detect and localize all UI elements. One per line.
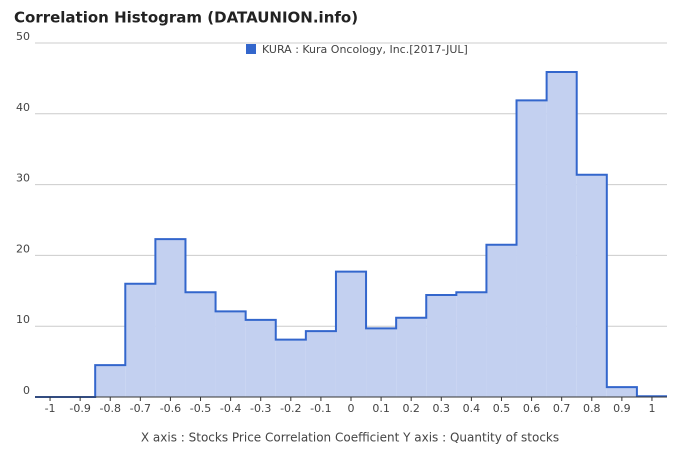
y-tick-label: 20 bbox=[16, 242, 30, 255]
bar bbox=[305, 331, 336, 397]
bar bbox=[456, 292, 487, 397]
x-tick-label: 0.2 bbox=[402, 402, 420, 415]
chart-title: Correlation Histogram (DATAUNION.info) bbox=[14, 9, 358, 27]
x-tick-label: -1 bbox=[45, 402, 56, 415]
bar bbox=[125, 283, 156, 397]
x-axis-label: X axis : Stocks Price Correlation Coeffi… bbox=[141, 431, 559, 445]
bar bbox=[245, 319, 276, 397]
y-tick-label: 0 bbox=[23, 384, 30, 397]
bar bbox=[215, 311, 246, 397]
x-tick-label: 0.5 bbox=[493, 402, 511, 415]
outline bbox=[35, 71, 667, 398]
bar bbox=[366, 328, 397, 397]
x-tick-label: 0 bbox=[348, 402, 355, 415]
x-tick-label: 0.6 bbox=[523, 402, 541, 415]
x-tick-label: -0.1 bbox=[310, 402, 331, 415]
y-tick-label: 10 bbox=[16, 313, 30, 326]
x-tick-label: -0.9 bbox=[69, 402, 90, 415]
x-tick-label: 0.9 bbox=[613, 402, 631, 415]
x-tick-label: 0.7 bbox=[553, 402, 571, 415]
x-tick-label: 0.8 bbox=[583, 402, 601, 415]
bar bbox=[606, 387, 637, 397]
x-tick-label: -0.7 bbox=[130, 402, 151, 415]
x-tick-label: -0.2 bbox=[280, 402, 301, 415]
x-tick-label: 0.4 bbox=[463, 402, 481, 415]
bar bbox=[546, 72, 577, 397]
x-tick-label: 0.1 bbox=[372, 402, 390, 415]
x-tick-label: 1 bbox=[648, 402, 655, 415]
legend-swatch bbox=[246, 44, 256, 54]
bar bbox=[335, 271, 367, 397]
bar bbox=[426, 295, 457, 397]
bar bbox=[396, 317, 427, 397]
x-tick-label: -0.4 bbox=[220, 402, 241, 415]
y-tick-label: 50 bbox=[16, 30, 30, 43]
bar bbox=[516, 100, 547, 398]
bar bbox=[576, 174, 607, 397]
y-tick-label: 30 bbox=[16, 172, 30, 185]
bar bbox=[95, 365, 126, 397]
bar bbox=[486, 244, 517, 397]
x-tick-label: 0.3 bbox=[433, 402, 451, 415]
x-tick-label: -0.3 bbox=[250, 402, 271, 415]
x-tick-label: -0.6 bbox=[160, 402, 181, 415]
x-tick-label: -0.5 bbox=[190, 402, 211, 415]
bar bbox=[155, 239, 186, 397]
x-tick-label: -0.8 bbox=[100, 402, 121, 415]
bar bbox=[275, 339, 306, 397]
legend-label: KURA : Kura Oncology, Inc.[2017-JUL] bbox=[262, 43, 468, 56]
y-tick-label: 40 bbox=[16, 101, 30, 114]
bar bbox=[185, 292, 216, 397]
